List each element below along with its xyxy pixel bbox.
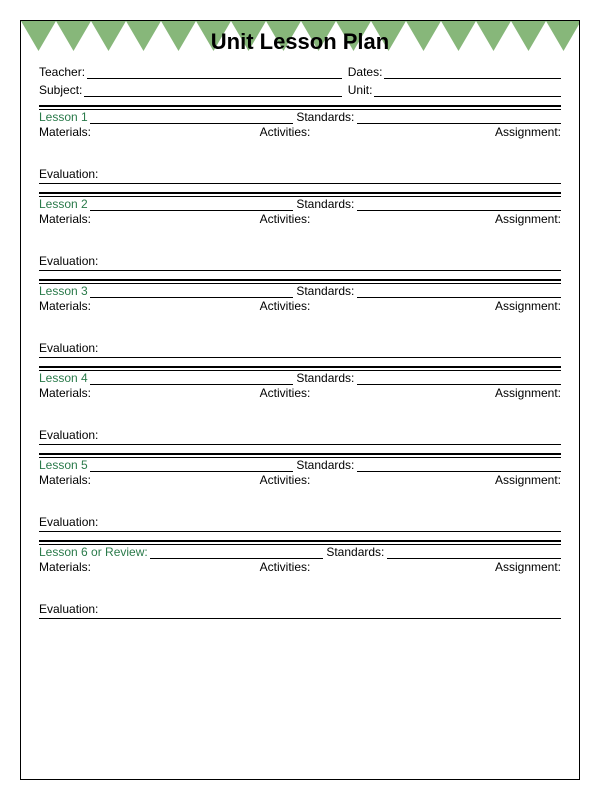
- standards-label: Standards:: [293, 284, 357, 298]
- dates-label: Dates:: [348, 65, 385, 79]
- teacher-line[interactable]: [87, 65, 342, 79]
- lesson-subheaders: Materials:Activities:Assignment:: [39, 299, 561, 313]
- materials-label: Materials:: [39, 386, 190, 400]
- lesson-name: Lesson 2: [39, 197, 90, 211]
- lesson-header-row: Lesson 2 Standards:: [39, 197, 561, 211]
- lesson-subheaders: Materials:Activities:Assignment:: [39, 125, 561, 139]
- lesson-header-row: Lesson 3 Standards:: [39, 284, 561, 298]
- subject-label: Subject:: [39, 83, 84, 97]
- assignment-label: Assignment:: [410, 560, 561, 574]
- thin-divider: [39, 270, 561, 271]
- lesson-title-line[interactable]: [90, 285, 294, 298]
- lesson-title-line[interactable]: [150, 546, 324, 559]
- evaluation-label: Evaluation:: [39, 341, 561, 355]
- dates-line[interactable]: [384, 65, 561, 79]
- header-row-2: Subject: Unit:: [39, 83, 561, 97]
- teacher-label: Teacher:: [39, 65, 87, 79]
- lesson-name: Lesson 5: [39, 458, 90, 472]
- lesson-name: Lesson 4: [39, 371, 90, 385]
- activities-label: Activities:: [190, 299, 411, 313]
- lesson-subheaders: Materials:Activities:Assignment:: [39, 560, 561, 574]
- lesson-title-line[interactable]: [90, 198, 294, 211]
- lesson-subheaders: Materials:Activities:Assignment:: [39, 212, 561, 226]
- lesson-block-2: Lesson 2Standards:Materials:Activities:A…: [39, 192, 561, 271]
- standards-line[interactable]: [357, 459, 561, 472]
- unit-field: Unit:: [348, 83, 561, 97]
- materials-label: Materials:: [39, 299, 190, 313]
- content-area: Teacher: Dates: Subject: Unit: Lesson 1 S…: [21, 65, 579, 631]
- lesson-header-row: Lesson 6 or Review: Standards:: [39, 545, 561, 559]
- teacher-field: Teacher:: [39, 65, 342, 79]
- standards-line[interactable]: [357, 285, 561, 298]
- thin-divider: [39, 357, 561, 358]
- lesson-subheaders: Materials:Activities:Assignment:: [39, 386, 561, 400]
- materials-label: Materials:: [39, 473, 190, 487]
- lesson-block-5: Lesson 5Standards:Materials:Activities:A…: [39, 453, 561, 532]
- evaluation-label: Evaluation:: [39, 167, 561, 181]
- activities-label: Activities:: [190, 473, 411, 487]
- activities-label: Activities:: [190, 125, 411, 139]
- lesson-name: Lesson 3: [39, 284, 90, 298]
- unit-line[interactable]: [374, 83, 561, 97]
- thin-divider: [39, 183, 561, 184]
- lesson-header-row: Lesson 1 Standards:: [39, 110, 561, 124]
- thin-divider: [39, 618, 561, 619]
- lesson-subheaders: Materials:Activities:Assignment:: [39, 473, 561, 487]
- evaluation-label: Evaluation:: [39, 428, 561, 442]
- materials-label: Materials:: [39, 125, 190, 139]
- header-row-1: Teacher: Dates:: [39, 65, 561, 79]
- subject-line[interactable]: [84, 83, 341, 97]
- standards-line[interactable]: [357, 111, 561, 124]
- assignment-label: Assignment:: [410, 125, 561, 139]
- unit-label: Unit:: [348, 83, 375, 97]
- activities-label: Activities:: [190, 386, 411, 400]
- standards-line[interactable]: [357, 198, 561, 211]
- lesson-header-row: Lesson 4 Standards:: [39, 371, 561, 385]
- standards-label: Standards:: [293, 458, 357, 472]
- lesson-header-row: Lesson 5 Standards:: [39, 458, 561, 472]
- thin-divider: [39, 444, 561, 445]
- activities-label: Activities:: [190, 560, 411, 574]
- assignment-label: Assignment:: [410, 473, 561, 487]
- lesson-name: Lesson 1: [39, 110, 90, 124]
- lesson-title-line[interactable]: [90, 111, 294, 124]
- lesson-block-6: Lesson 6 or Review:Standards:Materials:A…: [39, 540, 561, 619]
- materials-label: Materials:: [39, 212, 190, 226]
- materials-label: Materials:: [39, 560, 190, 574]
- dates-field: Dates:: [348, 65, 561, 79]
- evaluation-label: Evaluation:: [39, 254, 561, 268]
- page-border: Unit Lesson Plan Teacher: Dates: Subject…: [20, 20, 580, 780]
- activities-label: Activities:: [190, 212, 411, 226]
- standards-label: Standards:: [293, 197, 357, 211]
- lesson-block-1: Lesson 1Standards:Materials:Activities:A…: [39, 105, 561, 184]
- assignment-label: Assignment:: [410, 299, 561, 313]
- evaluation-label: Evaluation:: [39, 602, 561, 616]
- lesson-block-3: Lesson 3Standards:Materials:Activities:A…: [39, 279, 561, 358]
- subject-field: Subject:: [39, 83, 342, 97]
- thin-divider: [39, 531, 561, 532]
- lesson-title-line[interactable]: [90, 372, 294, 385]
- lesson-block-4: Lesson 4Standards:Materials:Activities:A…: [39, 366, 561, 445]
- standards-label: Standards:: [293, 371, 357, 385]
- lesson-title-line[interactable]: [90, 459, 294, 472]
- standards-line[interactable]: [387, 546, 561, 559]
- evaluation-label: Evaluation:: [39, 515, 561, 529]
- assignment-label: Assignment:: [410, 386, 561, 400]
- standards-label: Standards:: [293, 110, 357, 124]
- lesson-name: Lesson 6 or Review:: [39, 545, 150, 559]
- standards-label: Standards:: [323, 545, 387, 559]
- standards-line[interactable]: [357, 372, 561, 385]
- assignment-label: Assignment:: [410, 212, 561, 226]
